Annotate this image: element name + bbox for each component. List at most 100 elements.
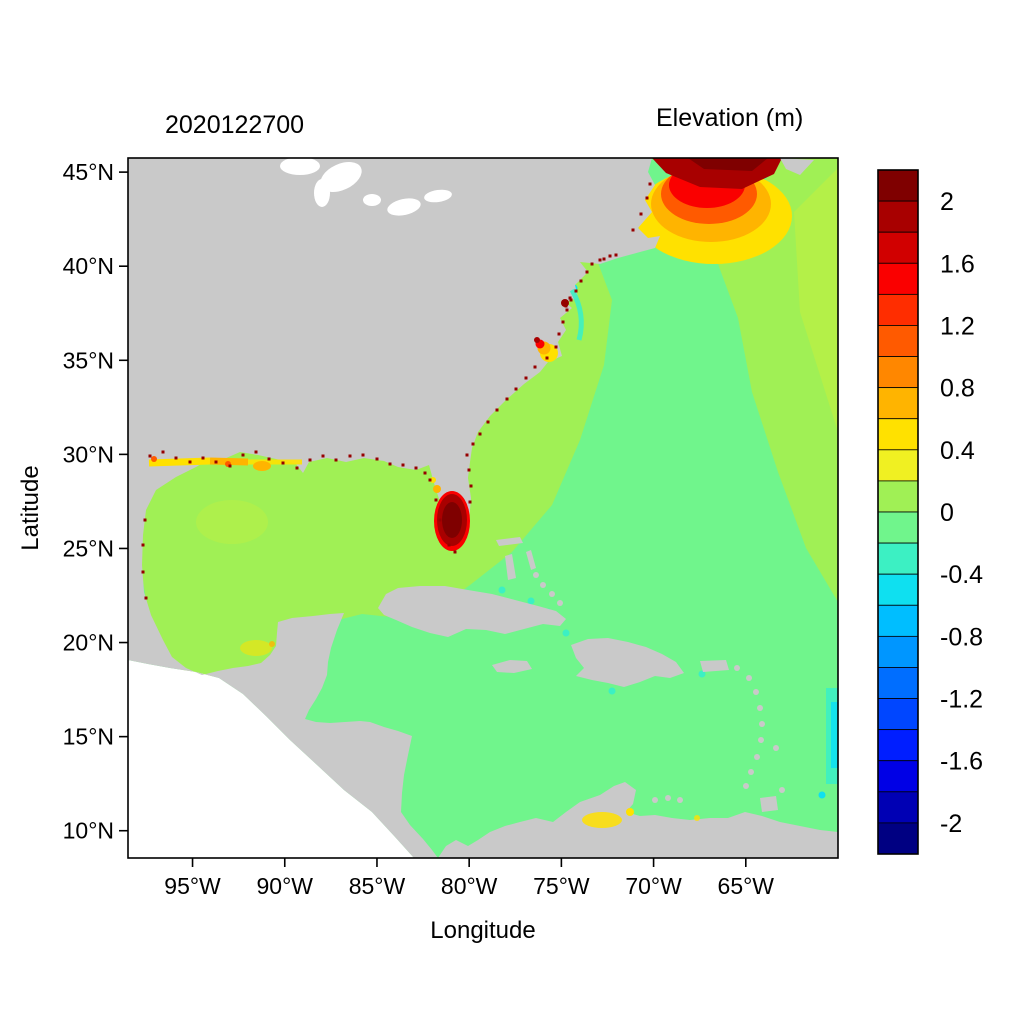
y-axis-label: Latitude — [17, 465, 44, 550]
coastal-speckle — [141, 570, 145, 574]
colorbar-band — [877, 635, 919, 668]
outside-domain-region — [128, 660, 414, 858]
venezuela-yellow-dot-2 — [694, 815, 700, 821]
coastal-speckle — [401, 463, 405, 467]
small-island — [677, 797, 683, 803]
coastal-speckle — [554, 345, 558, 349]
colorbar-band — [877, 293, 919, 326]
hatteras-dark-red-spot — [534, 337, 540, 343]
colorbar-band — [877, 480, 919, 513]
coastal-speckle — [428, 478, 432, 482]
colorbar-band — [877, 791, 919, 824]
coastal-speckle — [568, 296, 572, 300]
coastal-speckle — [495, 408, 499, 412]
cyan-spot — [818, 791, 826, 799]
colorbar-band — [877, 200, 919, 233]
x-tick-label: 75°W — [533, 873, 590, 899]
coastal-speckle — [174, 456, 178, 460]
campeche-orange-dot — [269, 641, 275, 647]
x-axis-label: Longitude — [430, 917, 535, 944]
coastal-speckle — [453, 550, 457, 554]
colorbar-band — [877, 231, 919, 264]
coastal-speckle — [631, 228, 635, 232]
x-tick-label: 85°W — [349, 873, 406, 899]
colorbar-band — [877, 760, 919, 793]
coastal-speckle — [143, 518, 147, 522]
coastal-speckle — [505, 397, 509, 401]
colorbar-tick-label: 1.6 — [940, 250, 975, 278]
coastal-speckle — [144, 596, 148, 600]
coastal-speckle — [598, 258, 602, 262]
coastal-speckle — [141, 543, 145, 547]
coastal-speckle — [308, 458, 312, 462]
variable-title: Elevation (m) — [656, 104, 803, 132]
coastal-speckle — [514, 387, 518, 391]
colorbar-band — [877, 511, 919, 544]
y-tick-label: 30°N — [63, 441, 114, 467]
colorbar-tick-label: 0.8 — [940, 375, 975, 403]
colorbar-band — [877, 604, 919, 637]
campeche-yellow-patch — [240, 640, 272, 656]
small-island — [748, 769, 754, 775]
coastal-speckle — [254, 450, 258, 454]
small-island — [652, 797, 658, 803]
coastal-speckle — [561, 320, 565, 324]
hatteras-offshore-turquoise — [569, 288, 584, 341]
land-puerto-rico — [700, 660, 729, 672]
colorbar-band — [877, 729, 919, 762]
coastal-speckle — [161, 450, 165, 454]
colorbar-band — [877, 262, 919, 295]
colorbar-band — [877, 387, 919, 420]
land-grand-bahama — [496, 537, 523, 546]
venezuela-yellow-dot — [626, 808, 634, 816]
small-island — [754, 754, 760, 760]
coastal-speckle — [438, 518, 442, 522]
coastal-speckle — [295, 466, 299, 470]
small-island — [665, 795, 671, 801]
coastal-speckle — [348, 454, 352, 458]
colorbar-frame — [877, 169, 919, 855]
small-island — [757, 705, 763, 711]
small-island — [759, 721, 765, 727]
coastal-speckle — [388, 462, 392, 466]
coastal-speckles-group — [141, 182, 652, 600]
y-tick-label: 10°N — [63, 818, 114, 844]
coastal-speckle — [375, 457, 379, 461]
y-tick-label: 15°N — [63, 724, 114, 750]
land-eleuthera — [526, 550, 536, 570]
colorbar-band — [877, 667, 919, 699]
coastal-speckle — [241, 453, 245, 457]
run-timestamp-title: 2020122700 — [165, 111, 304, 139]
coastal-speckle — [471, 442, 475, 446]
florida-darkest-core — [442, 502, 462, 538]
colorbar-band — [877, 542, 919, 575]
colorbar: 2 1.6 1.2 0.8 0.4 0 -0.4 -0.8 -1.2 -1.6 -2 — [877, 169, 983, 855]
land-cuba — [378, 586, 566, 637]
coastal-speckle — [545, 356, 549, 360]
colorbar-band — [877, 698, 919, 731]
coastal-speckle — [486, 420, 490, 424]
gulf-center-patch — [196, 500, 268, 544]
small-island — [746, 675, 752, 681]
coastal-speckle — [281, 461, 285, 465]
axes-group: 95°W 90°W 85°W 80°W 75°W 70°W 65°W 10°N 15°N 20°N… — [63, 159, 775, 899]
land-hispaniola — [571, 638, 684, 687]
land-andros — [505, 554, 516, 580]
coastal-speckle — [565, 308, 569, 312]
small-island — [549, 591, 555, 597]
colorbar-band — [877, 169, 919, 202]
colorbar-band — [877, 449, 919, 482]
small-island — [753, 689, 759, 695]
land-trinidad — [760, 796, 778, 812]
coastal-speckle — [228, 464, 232, 468]
coastal-speckle — [423, 471, 427, 475]
coastal-speckle — [201, 456, 205, 460]
coastal-speckle — [608, 254, 612, 258]
fundy-darkest-core — [688, 158, 768, 171]
region-ne-corner-wedge — [794, 168, 838, 432]
small-island — [779, 787, 785, 793]
coastal-speckle — [334, 458, 338, 462]
lake-ontario — [424, 189, 452, 203]
coastal-speckle — [569, 298, 573, 302]
